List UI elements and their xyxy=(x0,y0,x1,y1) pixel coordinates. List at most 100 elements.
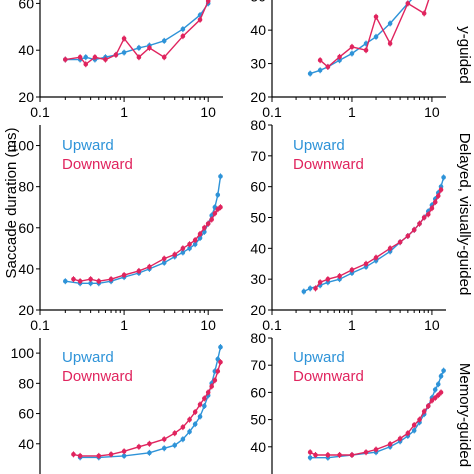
chart-bottom-right: 40 50 60 70 80 Upward Downward xyxy=(250,330,446,474)
chart-top-left: 20 40 60 0.1 1 10 xyxy=(18,0,223,120)
data-point xyxy=(307,71,313,76)
row-label-middle: Delayed, visually-guided xyxy=(456,133,473,296)
data-point xyxy=(180,246,186,251)
data-point xyxy=(96,453,102,459)
data-point xyxy=(136,444,142,450)
data-point xyxy=(212,211,218,216)
data-point xyxy=(405,233,411,239)
data-point xyxy=(363,449,369,455)
data-point xyxy=(209,384,214,389)
data-point xyxy=(83,61,89,67)
data-point xyxy=(411,428,417,433)
data-point xyxy=(411,227,417,233)
x-tick-label: 1 xyxy=(348,317,356,333)
data-point xyxy=(363,261,369,267)
data-point xyxy=(397,436,403,441)
y-tick-label: 20 xyxy=(250,89,266,105)
series-line-upward xyxy=(309,0,413,75)
data-point xyxy=(218,359,223,365)
data-point xyxy=(397,239,403,245)
y-tick-label: 50 xyxy=(250,0,266,5)
data-point xyxy=(349,51,355,56)
data-point xyxy=(218,344,223,350)
data-point xyxy=(373,447,379,452)
data-point xyxy=(121,36,127,41)
data-point xyxy=(197,17,203,23)
data-point xyxy=(161,260,167,266)
data-point xyxy=(121,449,127,454)
y-tick-label: 70 xyxy=(250,357,266,373)
data-point xyxy=(421,409,427,414)
series-line-upward xyxy=(303,177,445,293)
legend-downward: Downward xyxy=(293,368,364,385)
series-line-downward xyxy=(314,189,442,289)
data-point xyxy=(147,450,152,456)
data-point xyxy=(197,402,203,407)
data-point xyxy=(202,225,207,231)
panels: 20 40 60 0.1 1 10 20 30 40 50 0.1 1 10 20 40 60 80 100 0.1… xyxy=(11,0,446,474)
x-tick-label: 10 xyxy=(200,317,216,333)
y-tick-label: 100 xyxy=(11,345,35,361)
data-point xyxy=(172,252,178,257)
legend-downward: Downward xyxy=(293,156,364,173)
x-tick-label: 1 xyxy=(120,317,128,333)
data-point xyxy=(432,387,438,392)
data-point xyxy=(215,192,221,198)
data-point xyxy=(405,430,411,436)
data-point xyxy=(218,204,223,210)
data-point xyxy=(161,38,167,44)
x-tick-label: 10 xyxy=(424,317,440,333)
data-point xyxy=(215,368,221,374)
data-point xyxy=(405,1,411,6)
legend-downward: Downward xyxy=(62,156,133,173)
data-point xyxy=(83,54,89,60)
data-point xyxy=(172,442,178,448)
x-tick-label: 1 xyxy=(348,104,356,120)
x-tick-label: 0.1 xyxy=(30,317,50,333)
y-tick-label: 100 xyxy=(11,138,35,154)
data-point xyxy=(215,356,221,362)
data-point xyxy=(147,45,152,51)
y-tick-label: 20 xyxy=(18,302,34,318)
data-point xyxy=(77,453,83,459)
data-point xyxy=(103,57,108,62)
data-point xyxy=(317,67,323,73)
data-point xyxy=(192,409,198,415)
data-point xyxy=(187,429,192,434)
data-point xyxy=(108,452,114,457)
y-tick-label: 80 xyxy=(18,179,34,195)
legend-upward: Upward xyxy=(293,349,345,366)
data-point xyxy=(147,264,152,270)
row-label-top: y-guided xyxy=(456,26,473,84)
data-point xyxy=(77,54,83,60)
data-point xyxy=(161,446,167,451)
y-tick-label: 80 xyxy=(250,330,266,346)
data-point xyxy=(108,276,114,282)
data-point xyxy=(96,278,102,284)
data-point xyxy=(113,52,119,58)
legend-upward: Upward xyxy=(293,137,345,154)
data-point xyxy=(307,449,313,455)
data-point xyxy=(373,255,379,260)
y-tick-label: 40 xyxy=(18,42,34,58)
y-tick-label: 20 xyxy=(250,302,266,318)
data-point xyxy=(218,174,223,179)
data-point xyxy=(202,396,207,401)
data-point xyxy=(387,21,393,26)
data-point xyxy=(337,54,342,60)
data-point xyxy=(212,378,218,383)
series-line-upward xyxy=(65,176,222,284)
x-tick-label: 0.1 xyxy=(262,317,282,333)
y-tick-label: 50 xyxy=(250,210,266,226)
data-point xyxy=(202,229,207,235)
data-point xyxy=(429,398,435,403)
data-point xyxy=(180,436,186,442)
data-point xyxy=(136,54,142,60)
data-point xyxy=(121,453,127,459)
data-point xyxy=(92,54,98,60)
chart-middle-right: 20 30 40 50 60 70 80 0.1 1 10 Upward Downward xyxy=(250,117,446,333)
y-tick-label: 30 xyxy=(250,56,266,72)
data-point xyxy=(317,57,323,63)
x-tick-label: 10 xyxy=(424,104,440,120)
